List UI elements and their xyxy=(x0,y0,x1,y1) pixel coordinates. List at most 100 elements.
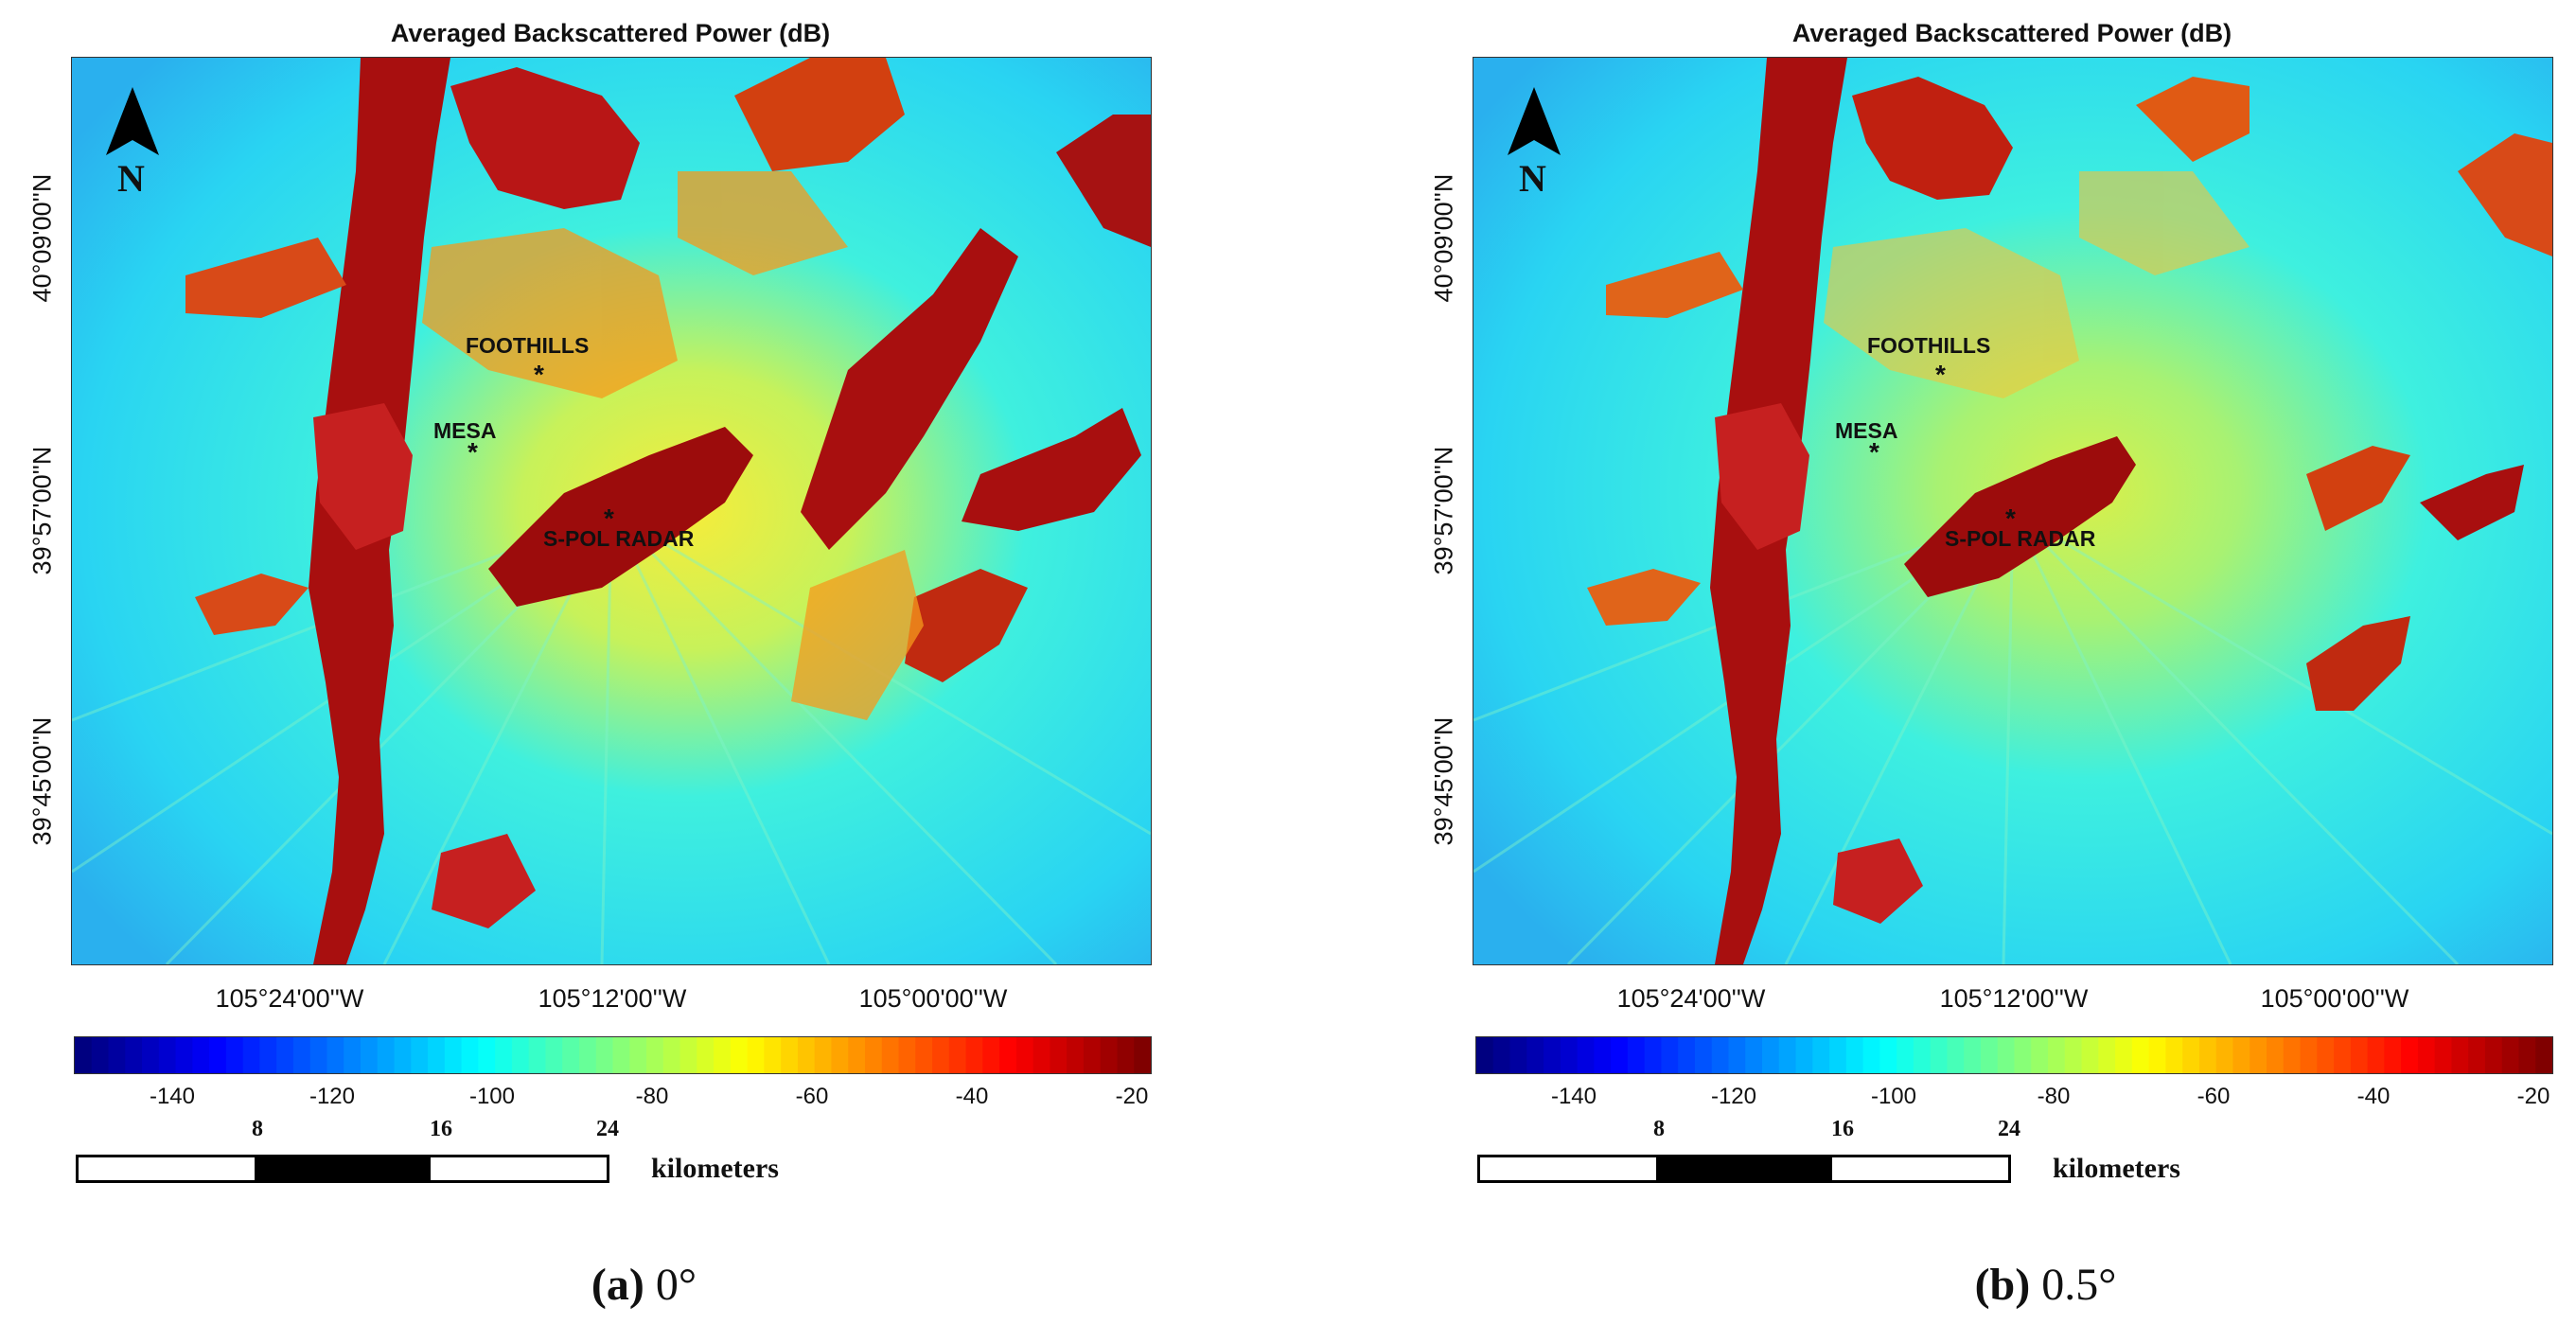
colorbar-cell xyxy=(1762,1037,1780,1073)
colorbar-cell xyxy=(1544,1037,1561,1073)
colorbar-cell xyxy=(898,1037,916,1073)
colorbar-cell xyxy=(1913,1037,1932,1073)
colorbar-cell xyxy=(1476,1037,1494,1073)
colorbar-cell xyxy=(2417,1037,2436,1073)
x-tick-label: 105°12'00''W xyxy=(538,984,687,1013)
colorbar-cell xyxy=(259,1037,277,1073)
colorbar-tick-label: -120 xyxy=(309,1084,356,1109)
colorbar-cell xyxy=(361,1037,379,1073)
colorbar-cell xyxy=(478,1037,496,1073)
colorbar-cell xyxy=(344,1037,362,1073)
colorbar-cell xyxy=(495,1037,513,1073)
colorbar-tick-label: -20 xyxy=(1115,1084,1149,1109)
y-tick-label: 39°45'00''N xyxy=(1429,716,1458,846)
colorbar-cell xyxy=(2064,1037,2083,1073)
colorbar-cell xyxy=(1526,1037,1544,1073)
colorbar-tick-label: -60 xyxy=(2197,1084,2231,1109)
colorbar-tick-label: -40 xyxy=(955,1084,989,1109)
site-label-foothills: FOOTHILLS xyxy=(466,333,590,358)
colorbar-tick-label: -80 xyxy=(635,1084,669,1109)
colorbar-cell xyxy=(1964,1037,1982,1073)
scale-unit-label: kilometers xyxy=(2053,1153,2180,1184)
colorbar-cell xyxy=(75,1037,93,1073)
colorbar-cell xyxy=(91,1037,110,1073)
colorbar-cell xyxy=(562,1037,580,1073)
site-marker-spol: * xyxy=(604,503,614,533)
colorbar-cell xyxy=(1100,1037,1119,1073)
colorbar-cell xyxy=(2182,1037,2200,1073)
colorbar-cell xyxy=(2518,1037,2536,1073)
colorbar-cell xyxy=(679,1037,697,1073)
scale-segment-white xyxy=(431,1157,607,1180)
caption-text: 0.5° xyxy=(2041,1260,2117,1310)
y-tick-label: 40°09'00''N xyxy=(27,173,57,303)
colorbar-cell xyxy=(1678,1037,1696,1073)
north-label: N xyxy=(117,157,145,200)
colorbar-cell xyxy=(1795,1037,1813,1073)
colorbar-cell xyxy=(2131,1037,2150,1073)
panel-b: Averaged Backscattered Power (dB) xyxy=(1402,0,2576,1342)
colorbar-cell xyxy=(2300,1037,2318,1073)
colorbar-cell xyxy=(595,1037,614,1073)
colorbar-tick-label: -40 xyxy=(2356,1084,2391,1109)
colorbar-cell xyxy=(697,1037,715,1073)
colorbar-cell xyxy=(814,1037,833,1073)
site-marker-spol: * xyxy=(2005,503,2016,533)
colorbar-tick-label: -140 xyxy=(149,1084,196,1109)
colorbar-tick-label: -120 xyxy=(1710,1084,1757,1109)
radar-power-field xyxy=(72,58,1151,964)
panel-a: Averaged Backscattered Power (dB) xyxy=(0,19,1288,1311)
site-marker-foothills: * xyxy=(1935,360,1946,389)
north-arrow-icon xyxy=(1508,87,1561,155)
colorbar-tick-label: -100 xyxy=(1870,1084,1917,1109)
colorbar-cell xyxy=(292,1037,311,1073)
colorbar-cell xyxy=(2401,1037,2419,1073)
colorbar-cell xyxy=(209,1037,227,1073)
colorbar-cell xyxy=(1897,1037,1914,1073)
colorbar-cell xyxy=(192,1037,210,1073)
colorbar-cell xyxy=(276,1037,294,1073)
colorbar-cell xyxy=(2283,1037,2302,1073)
colorbar-cell xyxy=(1117,1037,1135,1073)
colorbar-cell xyxy=(377,1037,396,1073)
colorbar-cell xyxy=(948,1037,967,1073)
scale-tick-label: 8 xyxy=(252,1117,263,1141)
scale-segment-black xyxy=(1656,1157,1832,1180)
site-marker-mesa: * xyxy=(1869,437,1879,467)
colorbar-cells xyxy=(75,1037,1151,1073)
chart-title: Averaged Backscattered Power (dB) xyxy=(1791,19,2232,47)
colorbar-cell xyxy=(2350,1037,2369,1073)
transition-zones xyxy=(422,171,924,720)
colorbar xyxy=(1475,1036,2553,1074)
scale-segment-black xyxy=(255,1157,431,1180)
colorbar-cell xyxy=(662,1037,681,1073)
scale-bar xyxy=(1477,1155,2011,1183)
colorbar-cell xyxy=(1879,1037,1897,1073)
panel-caption: (a) 0° xyxy=(0,1259,1288,1311)
colorbar-cell xyxy=(1083,1037,1102,1073)
colorbar-tick-label: -140 xyxy=(1550,1084,1597,1109)
scale-tick-label: 16 xyxy=(430,1117,452,1141)
colorbar-cell xyxy=(1829,1037,1847,1073)
caption-text: 0° xyxy=(655,1260,697,1310)
caption-label: (a) xyxy=(591,1260,644,1310)
colorbar-cell xyxy=(2434,1037,2453,1073)
colorbar-cell xyxy=(2098,1037,2116,1073)
colorbar-cell xyxy=(142,1037,160,1073)
radar-power-map xyxy=(71,57,1152,965)
colorbar-cell xyxy=(714,1037,732,1073)
x-tick-label: 105°00'00''W xyxy=(858,984,1008,1013)
scale-bar xyxy=(76,1155,609,1183)
chart-title: Averaged Backscattered Power (dB) xyxy=(390,19,831,47)
colorbar-cell xyxy=(2501,1037,2520,1073)
colorbar-cell xyxy=(2148,1037,2166,1073)
colorbar-cell xyxy=(1611,1037,1629,1073)
site-label-foothills: FOOTHILLS xyxy=(1867,333,1991,358)
colorbar-cell xyxy=(428,1037,446,1073)
colorbar-cell xyxy=(242,1037,261,1073)
colorbar-cell xyxy=(999,1037,1017,1073)
colorbar-cell xyxy=(730,1037,749,1073)
radar-power-map xyxy=(1473,57,2553,965)
scale-unit-label: kilometers xyxy=(651,1153,779,1184)
colorbar-cell xyxy=(1644,1037,1663,1073)
